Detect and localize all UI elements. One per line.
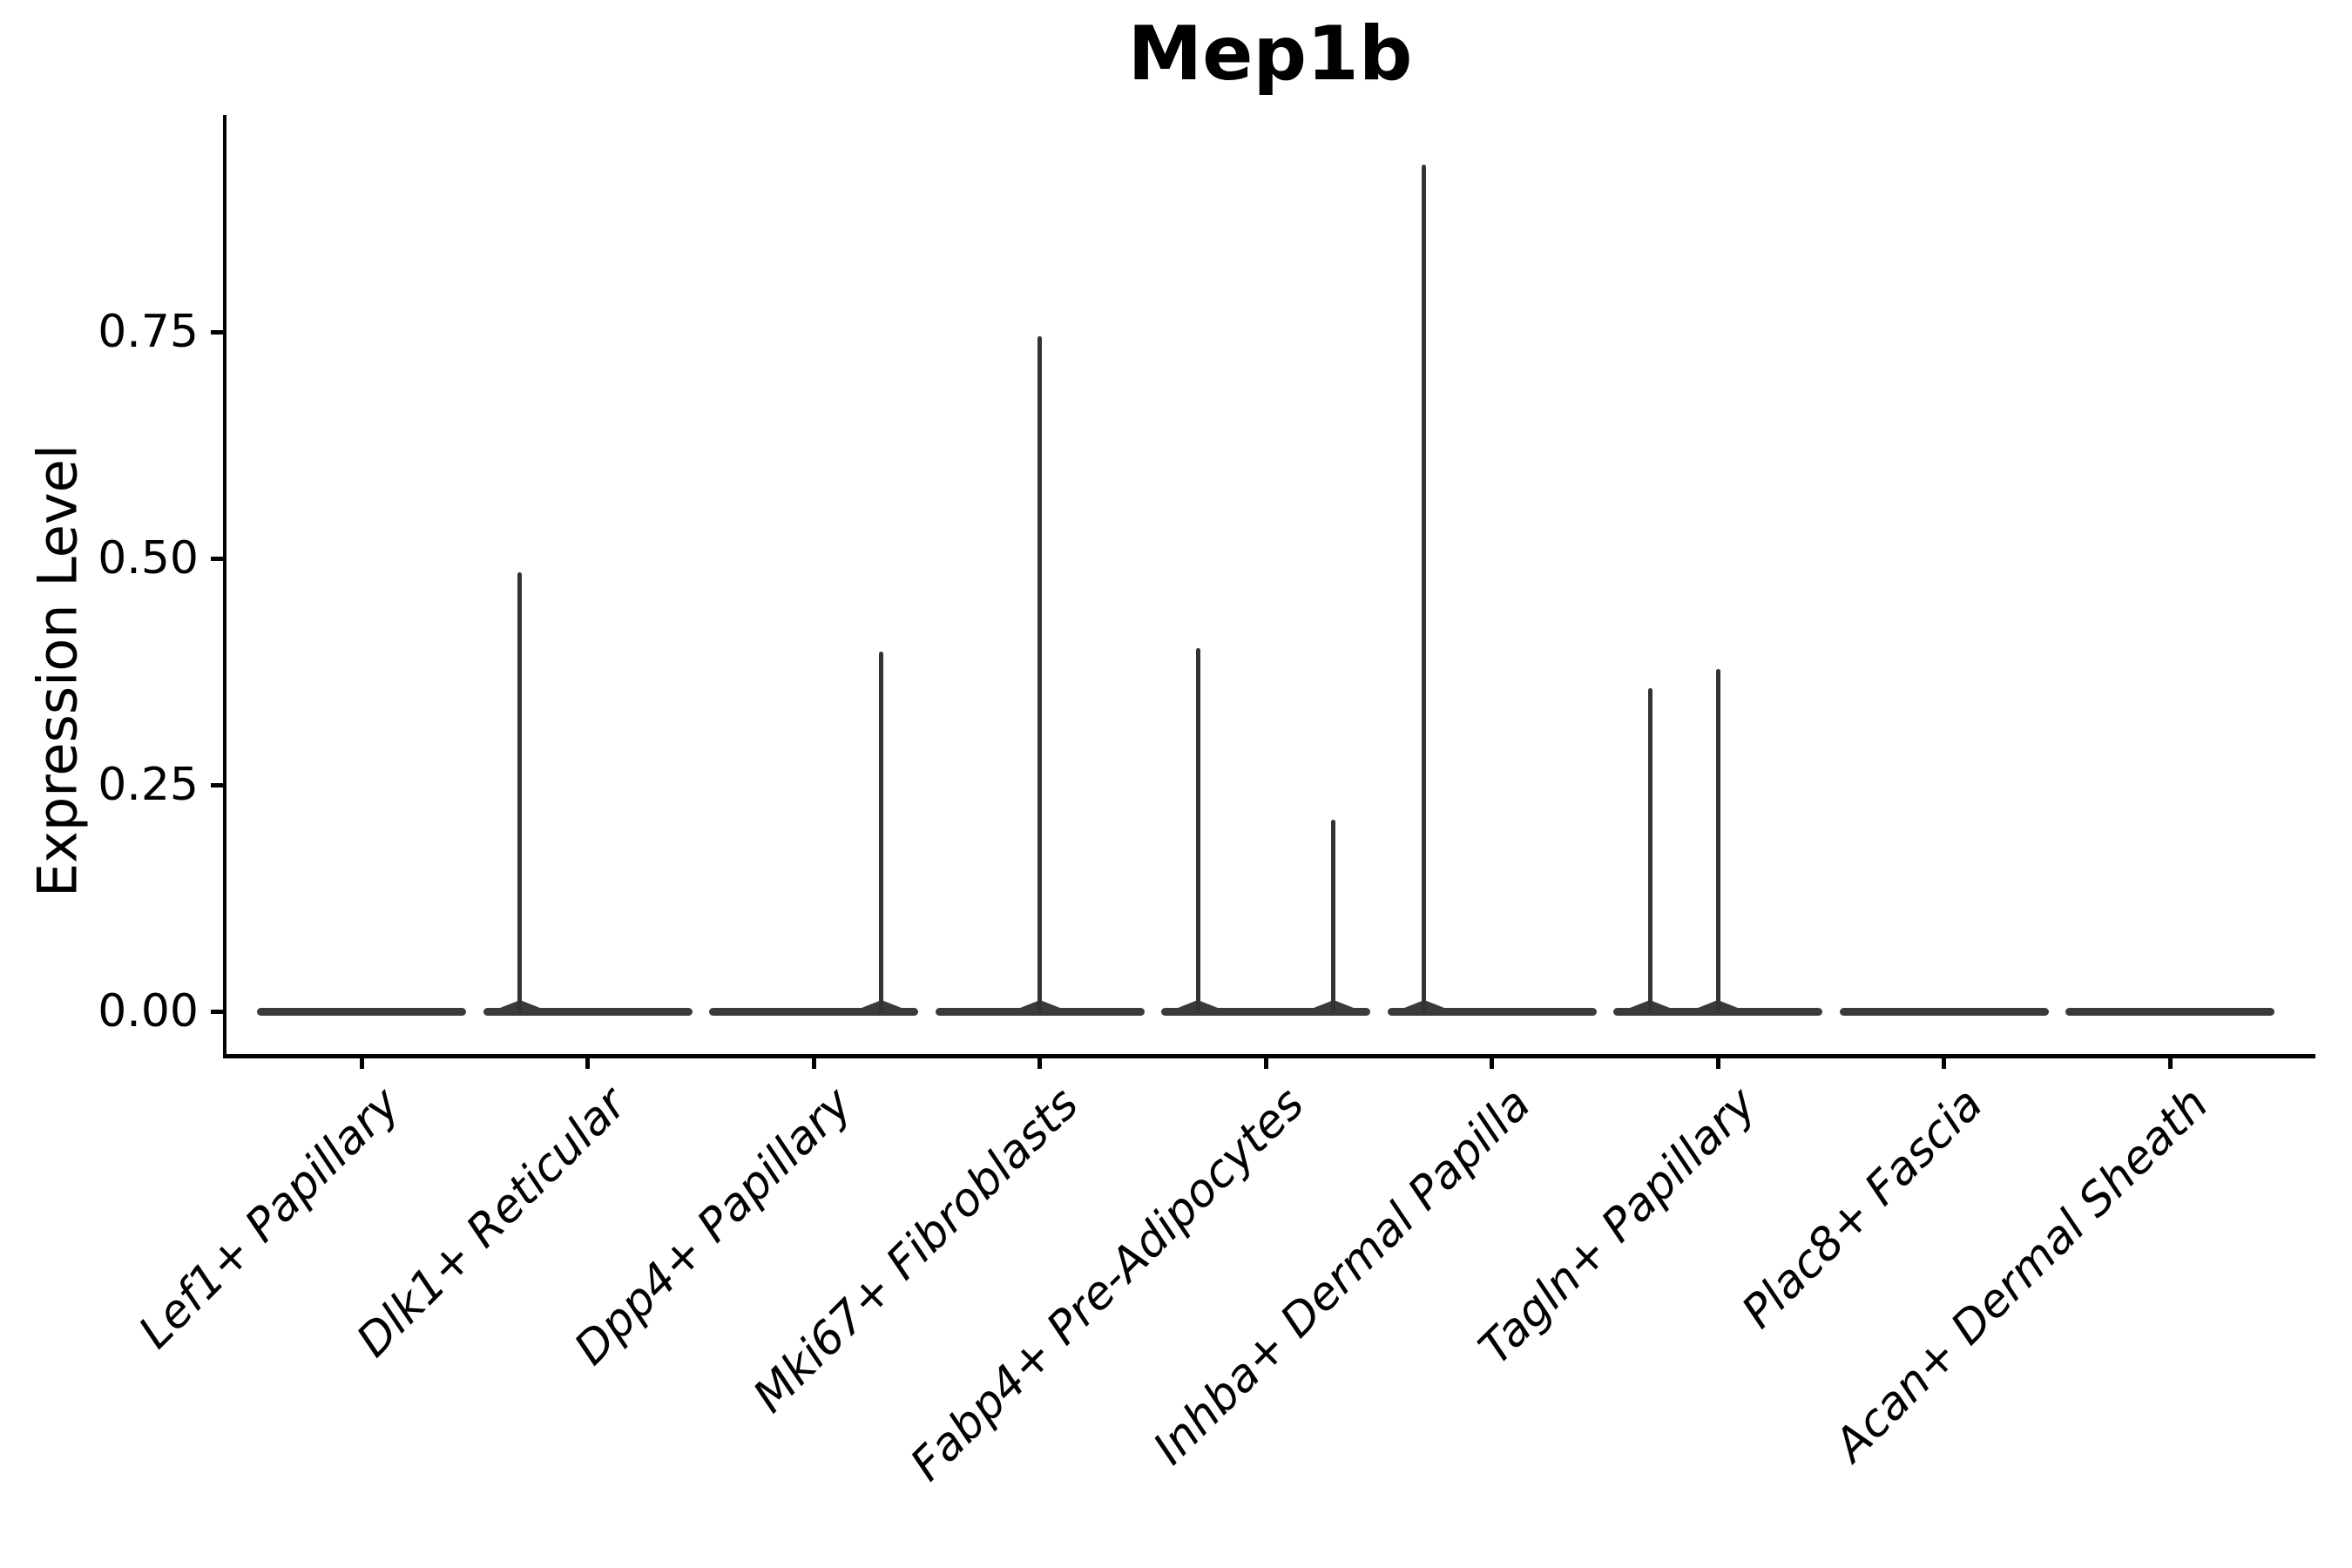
x-tick-label: Acan+ Dermal Sheath [1824, 1078, 2219, 1472]
violin-zero-body [1839, 1008, 2049, 1016]
violin-spike [1715, 668, 1720, 1013]
violin-zero-body [2065, 1008, 2274, 1016]
y-axis-label: Expression Level [25, 444, 90, 897]
x-tick-label: Fabp4+ Pre-Adipocytes [901, 1078, 1315, 1491]
x-tick-mark [1263, 1056, 1268, 1069]
y-tick-mark [211, 1009, 223, 1014]
violin-spike [1422, 164, 1427, 1013]
x-tick-mark [1942, 1056, 1946, 1069]
violin-zero-body [1161, 1008, 1370, 1016]
chart-title: Mep1b [1127, 10, 1413, 98]
x-tick-mark [1037, 1056, 1042, 1069]
y-tick-label: 0.75 [98, 306, 199, 358]
x-tick-mark [359, 1056, 364, 1069]
x-tick-label: Inhba+ Dermal Papilla [1143, 1078, 1541, 1476]
violin-spike [1037, 336, 1042, 1013]
x-tick-label: Plac8+ Fascia [1731, 1078, 1993, 1339]
x-tick-mark [811, 1056, 816, 1069]
violin-spike [879, 652, 884, 1013]
y-tick-mark [211, 329, 223, 335]
y-axis-spine [223, 115, 226, 1058]
y-tick-mark [211, 782, 223, 787]
y-tick-label: 0.25 [98, 759, 199, 811]
violin-spike [517, 571, 523, 1013]
violin-spike [1331, 819, 1336, 1013]
violin-spike [1195, 647, 1200, 1013]
violin-zero-body [709, 1008, 918, 1016]
x-tick-mark [585, 1056, 590, 1069]
y-tick-label: 0.00 [98, 985, 199, 1037]
violin-spike [1647, 687, 1652, 1013]
violin-zero-body [1387, 1008, 1597, 1016]
x-tick-mark [2167, 1056, 2173, 1069]
y-tick-label: 0.50 [98, 532, 199, 585]
violin-zero-body [257, 1008, 466, 1016]
violin-zero-body [483, 1008, 693, 1016]
x-tick-mark [1490, 1056, 1494, 1069]
y-tick-mark [211, 556, 223, 561]
x-tick-mark [1715, 1056, 1720, 1069]
x-axis-spine [223, 1054, 2315, 1058]
